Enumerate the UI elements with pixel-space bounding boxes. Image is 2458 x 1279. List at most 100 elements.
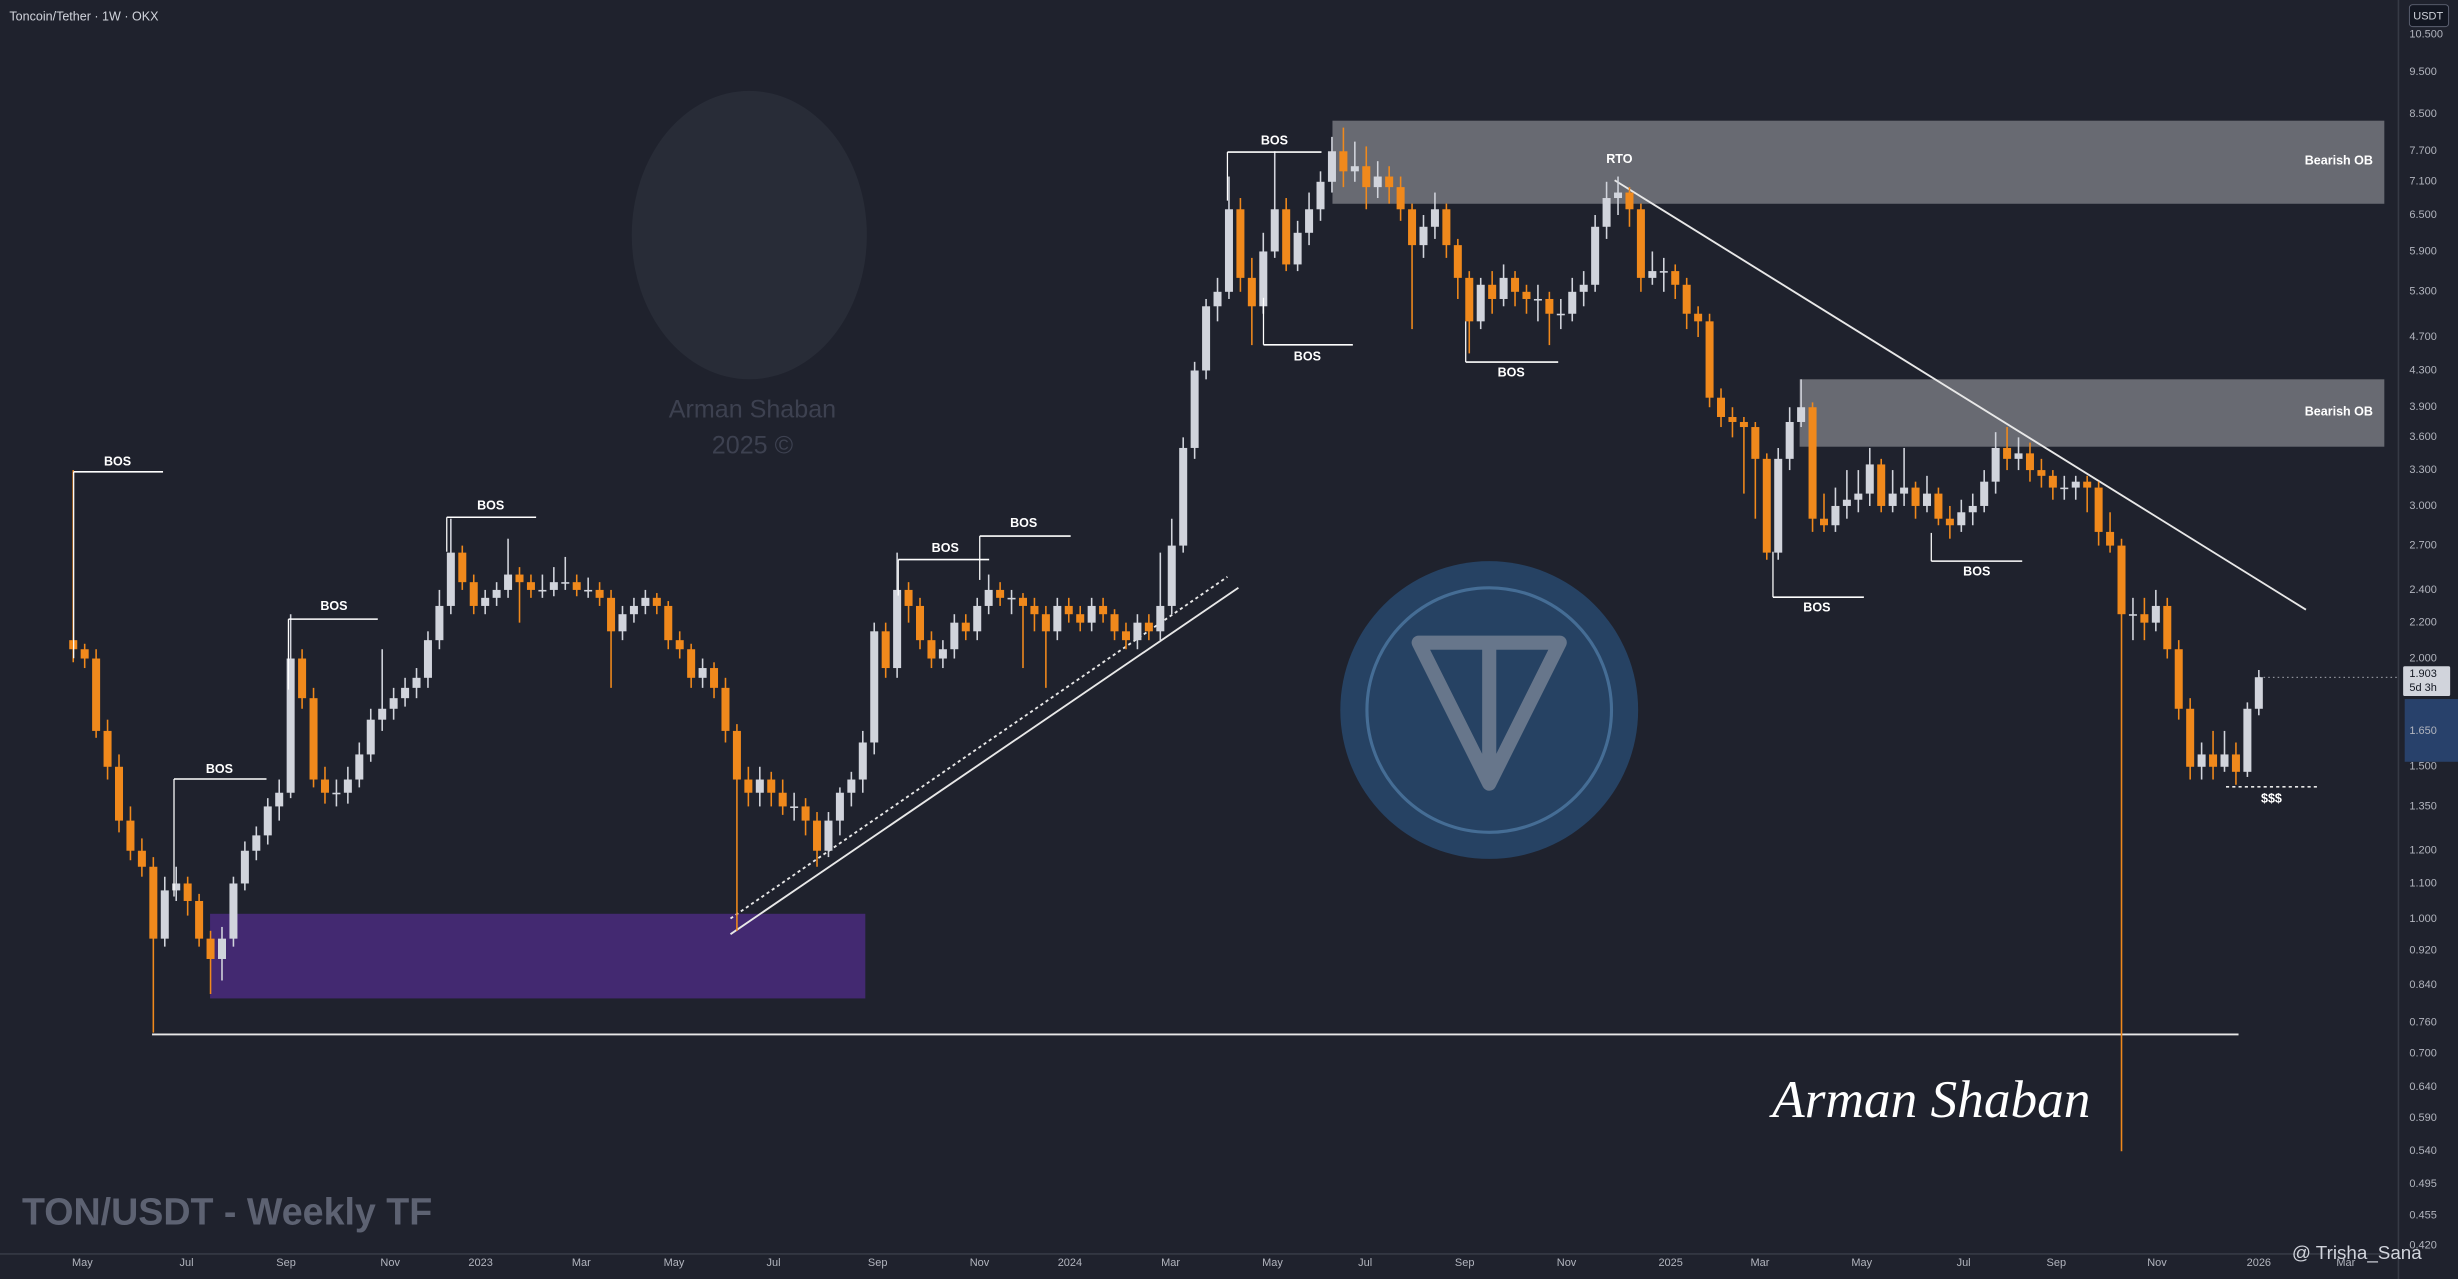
candle-body xyxy=(1224,209,1233,292)
candle-body xyxy=(172,883,181,891)
candle-body xyxy=(2174,649,2183,709)
candle-body xyxy=(401,687,410,699)
candle-body xyxy=(137,850,146,867)
candle-body xyxy=(1453,245,1462,278)
candle-body xyxy=(1442,209,1451,246)
bearish-ob-zone xyxy=(1799,379,2385,447)
candle-body xyxy=(2106,531,2115,546)
candle-body xyxy=(481,597,490,606)
candle-body xyxy=(664,605,673,641)
candle-body xyxy=(1556,313,1565,316)
candle-body xyxy=(1213,291,1222,307)
candle-body xyxy=(996,589,1005,598)
x-tick-label: 2026 xyxy=(2247,1257,2271,1269)
candle-body xyxy=(1396,187,1405,210)
candle-body xyxy=(1236,209,1245,278)
candle-body xyxy=(1671,271,1680,285)
candle-body xyxy=(916,605,925,641)
x-tick-label: Mar xyxy=(1161,1257,1180,1269)
annotation-label: BOS xyxy=(1963,564,1990,578)
candle-body xyxy=(1888,493,1897,506)
candle-body xyxy=(755,779,764,793)
y-tick-label: 0.760 xyxy=(2409,1017,2436,1029)
candle-body xyxy=(1179,447,1188,546)
currency-label: USDT xyxy=(2413,10,2443,22)
candle-body xyxy=(1911,487,1920,506)
annotation-label: BOS xyxy=(1803,600,1830,614)
candle-body xyxy=(252,835,261,851)
candle-body xyxy=(1099,605,1108,615)
x-tick-label: May xyxy=(1851,1257,1872,1269)
candle-body xyxy=(2231,754,2240,772)
candle-body xyxy=(298,658,307,699)
candle-body xyxy=(1167,545,1176,606)
y-tick-label: 2.400 xyxy=(2409,584,2436,596)
annotation-label: Bearish OB xyxy=(2305,405,2373,419)
candle-body xyxy=(778,792,787,807)
candle-body xyxy=(1659,271,1668,273)
candle-body xyxy=(1922,493,1931,506)
x-tick-label: Nov xyxy=(1557,1257,1577,1269)
y-tick-label: 7.100 xyxy=(2409,176,2436,188)
candle-body xyxy=(1831,505,1840,526)
candle-body xyxy=(1430,209,1439,227)
annotation-label: BOS xyxy=(104,455,131,469)
candle-body xyxy=(412,677,421,688)
candle-body xyxy=(2117,545,2126,615)
candle-body xyxy=(2014,453,2023,459)
candle-body xyxy=(2209,754,2218,767)
y-tick-label: 1.000 xyxy=(2409,913,2436,925)
y-tick-label: 8.500 xyxy=(2409,108,2436,120)
decorations xyxy=(152,90,2458,1036)
candle-body xyxy=(2220,754,2229,767)
y-tick-label: 3.300 xyxy=(2409,464,2436,476)
candle-body xyxy=(618,614,627,632)
x-tick-label: Nov xyxy=(380,1257,400,1269)
candle-body xyxy=(1362,166,1371,188)
y-tick-label: 5.900 xyxy=(2409,245,2436,257)
candle-body xyxy=(1007,597,1016,600)
candle-body xyxy=(767,779,776,793)
annotation-label: BOS xyxy=(932,541,959,555)
candle-body xyxy=(984,589,993,606)
annotation-label: RTO xyxy=(1606,152,1632,166)
candle-body xyxy=(103,730,112,767)
candle-body xyxy=(1293,232,1302,265)
x-tick-label: Sep xyxy=(868,1257,888,1269)
candle-body xyxy=(1499,277,1508,299)
candle-body xyxy=(2094,487,2103,532)
candle-body xyxy=(2254,677,2263,709)
candle-body xyxy=(2071,481,2080,488)
y-tick-label: 6.500 xyxy=(2409,209,2436,221)
y-tick-label: 0.495 xyxy=(2409,1178,2436,1190)
candle-body xyxy=(1064,605,1073,615)
y-tick-label: 1.650 xyxy=(2409,725,2436,737)
candle-body xyxy=(744,779,753,793)
candle-body xyxy=(1327,151,1336,182)
candle-body xyxy=(423,640,432,678)
y-tick-label: 3.600 xyxy=(2409,431,2436,443)
candle-body xyxy=(1339,151,1348,172)
candle-body xyxy=(195,900,204,939)
chart-subtitle: TON/USDT - Weekly TF xyxy=(22,1191,432,1233)
chart-title: Toncoin/Tether · 1W · OKX xyxy=(9,10,159,24)
candle-body xyxy=(938,649,947,659)
candle-body xyxy=(1156,605,1165,632)
candle-body xyxy=(1808,407,1817,519)
candle-body xyxy=(1568,291,1577,314)
candle-body xyxy=(1282,209,1291,265)
candle-body xyxy=(1385,176,1394,188)
candle-body xyxy=(1018,597,1027,606)
candle-body xyxy=(1488,284,1497,299)
candle-body xyxy=(126,820,135,851)
candle-body xyxy=(320,779,329,793)
trend-line xyxy=(729,586,1239,935)
annotation-label: BOS xyxy=(1010,516,1037,530)
candle-body xyxy=(721,687,730,731)
annotation-label: BOS xyxy=(206,762,233,776)
candle-body xyxy=(1190,370,1199,448)
watermark-logo xyxy=(631,90,867,380)
countdown-label: 5d 3h xyxy=(2409,682,2436,694)
candle-body xyxy=(1259,251,1268,307)
y-tick-label: 1.200 xyxy=(2409,845,2436,857)
